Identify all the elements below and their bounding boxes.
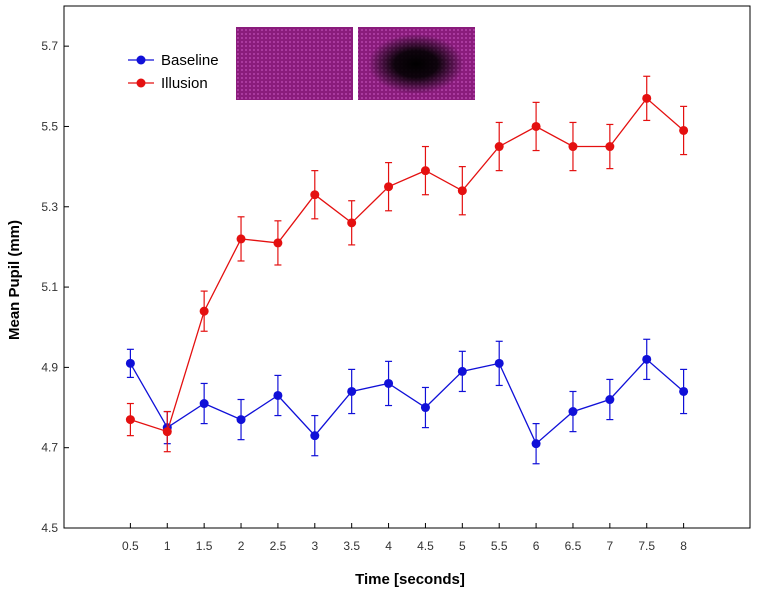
y-axis: 4.5 4.7 4.9 5.1 5.3 5.5 5.7	[41, 39, 69, 535]
x-tick-label: 5	[459, 539, 466, 553]
baseline-point	[236, 415, 246, 425]
illusion-point	[494, 142, 504, 152]
illusion-point	[568, 142, 578, 152]
x-tick-label: 4	[385, 539, 392, 553]
baseline-point	[642, 354, 652, 364]
baseline-point	[531, 439, 541, 449]
baseline-point	[273, 390, 283, 400]
y-tick-label: 5.7	[41, 39, 58, 53]
x-tick-label: 4.5	[417, 539, 434, 553]
baseline-point	[457, 366, 467, 376]
baseline-point	[347, 386, 357, 396]
illusion-point	[531, 121, 541, 131]
baseline-point	[568, 407, 578, 417]
stimulus-baseline-image	[236, 27, 353, 100]
x-tick-label: 3	[311, 539, 318, 553]
stimulus-images	[236, 27, 475, 100]
legend-baseline-label: Baseline	[161, 52, 219, 69]
x-tick-label: 1	[164, 539, 171, 553]
x-axis: 0.5 1 1.5 2 2.5 3 3.5 4 4.5 5 5.5 6 6.5 7 7.5 8	[122, 523, 687, 553]
illusion-point	[310, 190, 320, 200]
illusion-point	[347, 218, 357, 228]
baseline-point	[605, 395, 615, 405]
illusion-point	[199, 306, 209, 316]
y-tick-label: 5.3	[41, 200, 58, 214]
x-tick-label: 1.5	[196, 539, 213, 553]
y-tick-label: 5.5	[41, 119, 58, 133]
baseline-point	[384, 378, 394, 388]
illusion-point	[420, 166, 430, 176]
plot-frame	[63, 5, 751, 529]
illusion-point	[605, 142, 615, 152]
x-axis-title: Time [seconds]	[355, 571, 465, 588]
x-tick-label: 7	[607, 539, 614, 553]
baseline-point	[420, 403, 430, 413]
baseline-point	[199, 399, 209, 409]
y-tick-label: 4.9	[41, 360, 58, 374]
legend-illusion-label: Illusion	[161, 75, 208, 92]
illusion-point	[642, 93, 652, 103]
y-tick-label: 4.5	[41, 521, 58, 535]
baseline-point	[494, 358, 504, 368]
baseline-point	[679, 386, 689, 396]
x-tick-label: 7.5	[638, 539, 655, 553]
illusion-line	[130, 97, 685, 433]
baseline-point	[310, 431, 320, 441]
x-tick-label: 2	[238, 539, 245, 553]
x-tick-label: 6.5	[565, 539, 582, 553]
illusion-point	[162, 427, 172, 437]
baseline-point	[125, 358, 135, 368]
x-tick-label: 8	[680, 539, 687, 553]
baseline-line	[129, 358, 685, 445]
illusion-point	[679, 125, 689, 135]
x-tick-label: 3.5	[343, 539, 360, 553]
legend-baseline-marker	[136, 55, 146, 65]
x-tick-label: 6	[533, 539, 540, 553]
x-tick-label: 0.5	[122, 539, 139, 553]
legend-illusion-marker	[136, 78, 146, 88]
illusion-point	[125, 415, 135, 425]
y-axis-title: Mean Pupil (mm)	[6, 220, 23, 340]
x-tick-label: 2.5	[270, 539, 287, 553]
legend: Baseline Illusion	[128, 52, 219, 92]
y-tick-label: 4.7	[41, 441, 58, 455]
illusion-dark-hole	[368, 34, 464, 94]
illusion-point	[457, 186, 467, 196]
illusion-point	[236, 234, 246, 244]
illusion-point	[384, 182, 394, 192]
data-series	[125, 75, 689, 465]
y-tick-label: 5.1	[41, 280, 58, 294]
illusion-point	[273, 238, 283, 248]
x-tick-label: 5.5	[491, 539, 508, 553]
